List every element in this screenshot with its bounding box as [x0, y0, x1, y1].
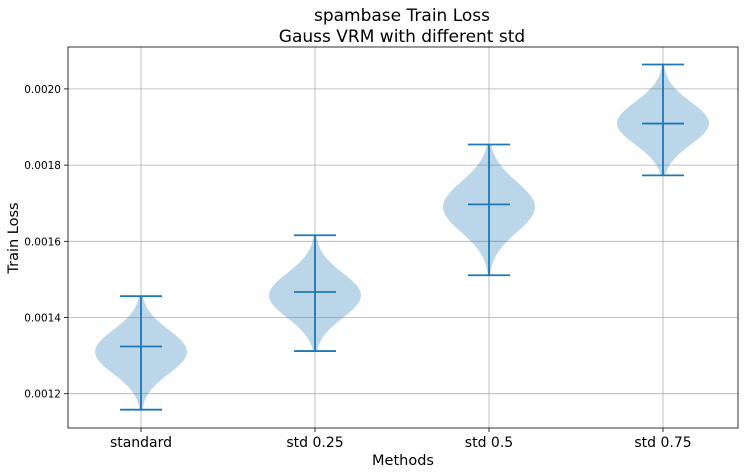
violin-group: [443, 143, 535, 277]
y-tick-label: 0.0014: [24, 313, 61, 325]
y-tick-label: 0.0018: [24, 160, 61, 172]
y-tick-label: 0.0016: [24, 236, 61, 248]
grid: [68, 47, 738, 428]
x-axis-label: Methods: [372, 453, 434, 469]
violin-group: [617, 63, 709, 177]
chart-title: spambase Train Loss: [314, 6, 490, 26]
y-tick-label: 0.0020: [24, 84, 61, 96]
plot-frame: [67, 46, 739, 429]
x-tick-label: std 0.5: [465, 435, 513, 451]
y-axis-label: Train Loss: [6, 202, 22, 274]
x-tick-label: std 0.25: [286, 435, 343, 451]
chart-subtitle: Gauss VRM with different std: [279, 27, 525, 47]
violin-group: [269, 234, 361, 352]
x-tick-label: standard: [110, 435, 172, 451]
ticks: 0.0012 0.0014 0.0016 0.0018 0.0020 standard st…: [24, 84, 691, 451]
violin-group: [95, 295, 187, 411]
violins: [95, 63, 709, 411]
x-tick-label: std 0.75: [634, 435, 691, 451]
y-tick-label: 0.0012: [24, 389, 61, 401]
